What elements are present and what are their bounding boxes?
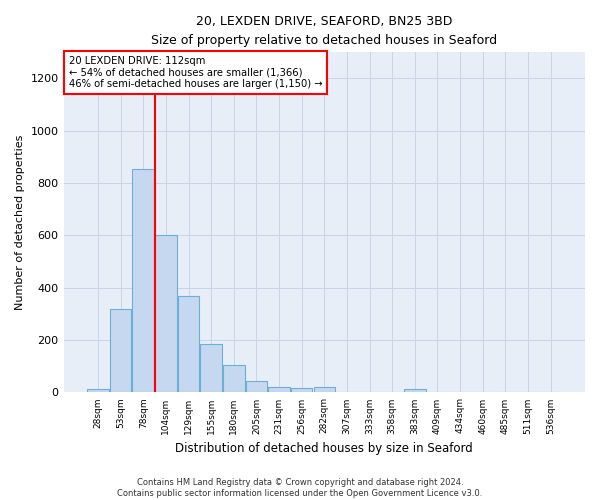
- Bar: [268, 387, 290, 392]
- X-axis label: Distribution of detached houses by size in Seaford: Distribution of detached houses by size …: [175, 442, 473, 455]
- Title: 20, LEXDEN DRIVE, SEAFORD, BN25 3BD
Size of property relative to detached houses: 20, LEXDEN DRIVE, SEAFORD, BN25 3BD Size…: [151, 15, 497, 47]
- Text: Contains HM Land Registry data © Crown copyright and database right 2024.
Contai: Contains HM Land Registry data © Crown c…: [118, 478, 482, 498]
- Bar: [200, 344, 222, 393]
- Bar: [223, 365, 245, 392]
- Bar: [245, 380, 267, 392]
- Bar: [314, 387, 335, 392]
- Bar: [110, 308, 131, 392]
- Bar: [155, 236, 176, 392]
- Text: 20 LEXDEN DRIVE: 112sqm
← 54% of detached houses are smaller (1,366)
46% of semi: 20 LEXDEN DRIVE: 112sqm ← 54% of detache…: [69, 56, 322, 89]
- Bar: [133, 169, 154, 392]
- Bar: [178, 296, 199, 392]
- Bar: [291, 388, 313, 392]
- Y-axis label: Number of detached properties: Number of detached properties: [15, 134, 25, 310]
- Bar: [404, 390, 425, 392]
- Bar: [87, 388, 109, 392]
